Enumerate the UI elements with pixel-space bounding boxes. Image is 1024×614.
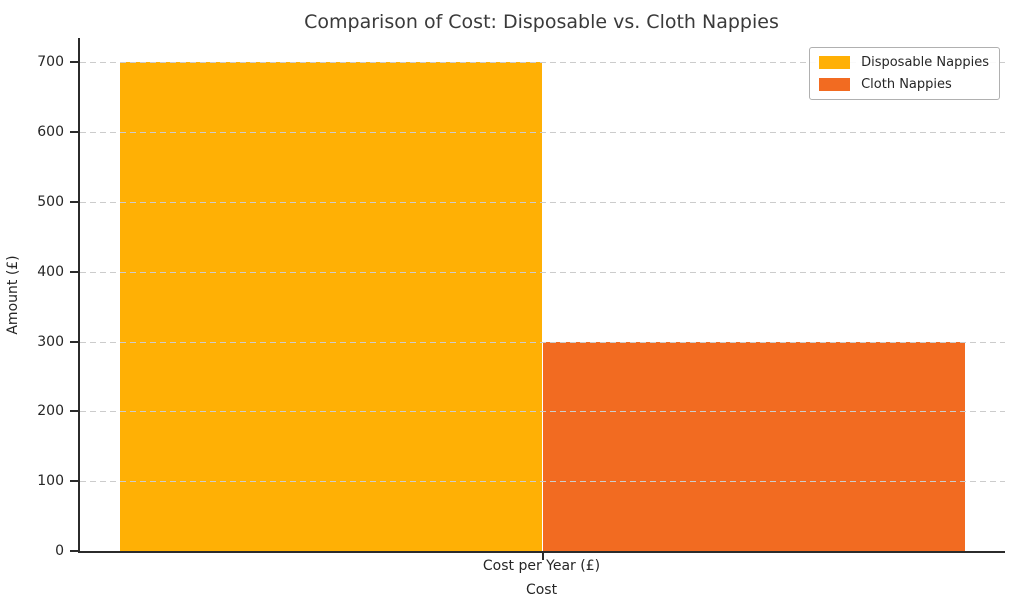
y-tick-label-500: 500: [37, 194, 64, 211]
y-tick-mark-600: [70, 131, 78, 134]
legend-swatch-cloth-nappies: [819, 78, 851, 91]
y-tick-label-600: 600: [37, 124, 64, 141]
x-axis-label: Cost: [525, 582, 558, 598]
gridline-y-400: [80, 271, 1005, 273]
y-tick-label-100: 100: [37, 473, 64, 490]
y-tick-label-700: 700: [37, 54, 64, 71]
y-axis-label: Amount (£): [5, 255, 21, 335]
y-tick-mark-400: [70, 270, 78, 273]
gridline-y-200: [80, 411, 1005, 413]
y-tick-label-300: 300: [37, 333, 64, 350]
gridline-y-700: [80, 62, 1005, 64]
gridline-y-100: [80, 481, 1005, 483]
legend-label-disposable-nappies: Disposable Nappies: [861, 55, 989, 70]
y-tick-mark-500: [70, 201, 78, 204]
legend-label-cloth-nappies: Cloth Nappies: [861, 77, 952, 92]
x-tick-label: Cost per Year (£): [482, 558, 601, 574]
gridline-y-500: [80, 202, 1005, 204]
y-axis-tick-labels: 0 100 200 300 400 500 600 700: [0, 38, 64, 559]
legend-item-cloth-nappies: Cloth Nappies: [819, 77, 989, 92]
x-tick-mark: [541, 553, 544, 560]
y-tick-label-200: 200: [37, 403, 64, 420]
y-tick-mark-0: [70, 550, 78, 552]
y-tick-mark-700: [70, 61, 78, 64]
legend-item-disposable-nappies: Disposable Nappies: [819, 55, 989, 70]
gridline-y-300: [80, 341, 1005, 343]
gridline-y-600: [80, 132, 1005, 134]
bar-cloth-nappies: [542, 341, 965, 551]
y-tick-mark-200: [70, 410, 78, 413]
y-tick-label-0: 0: [55, 543, 64, 559]
bar-disposable-nappies: [120, 62, 543, 551]
legend-swatch-disposable-nappies: [819, 56, 851, 69]
y-tick-label-400: 400: [37, 263, 64, 280]
y-tick-mark-100: [70, 480, 78, 483]
chart-title: Comparison of Cost: Disposable vs. Cloth…: [304, 11, 779, 33]
legend: Disposable Nappies Cloth Nappies: [809, 47, 1000, 100]
y-tick-mark-300: [70, 340, 78, 343]
plot-area: Disposable Nappies Cloth Nappies: [70, 38, 1005, 560]
